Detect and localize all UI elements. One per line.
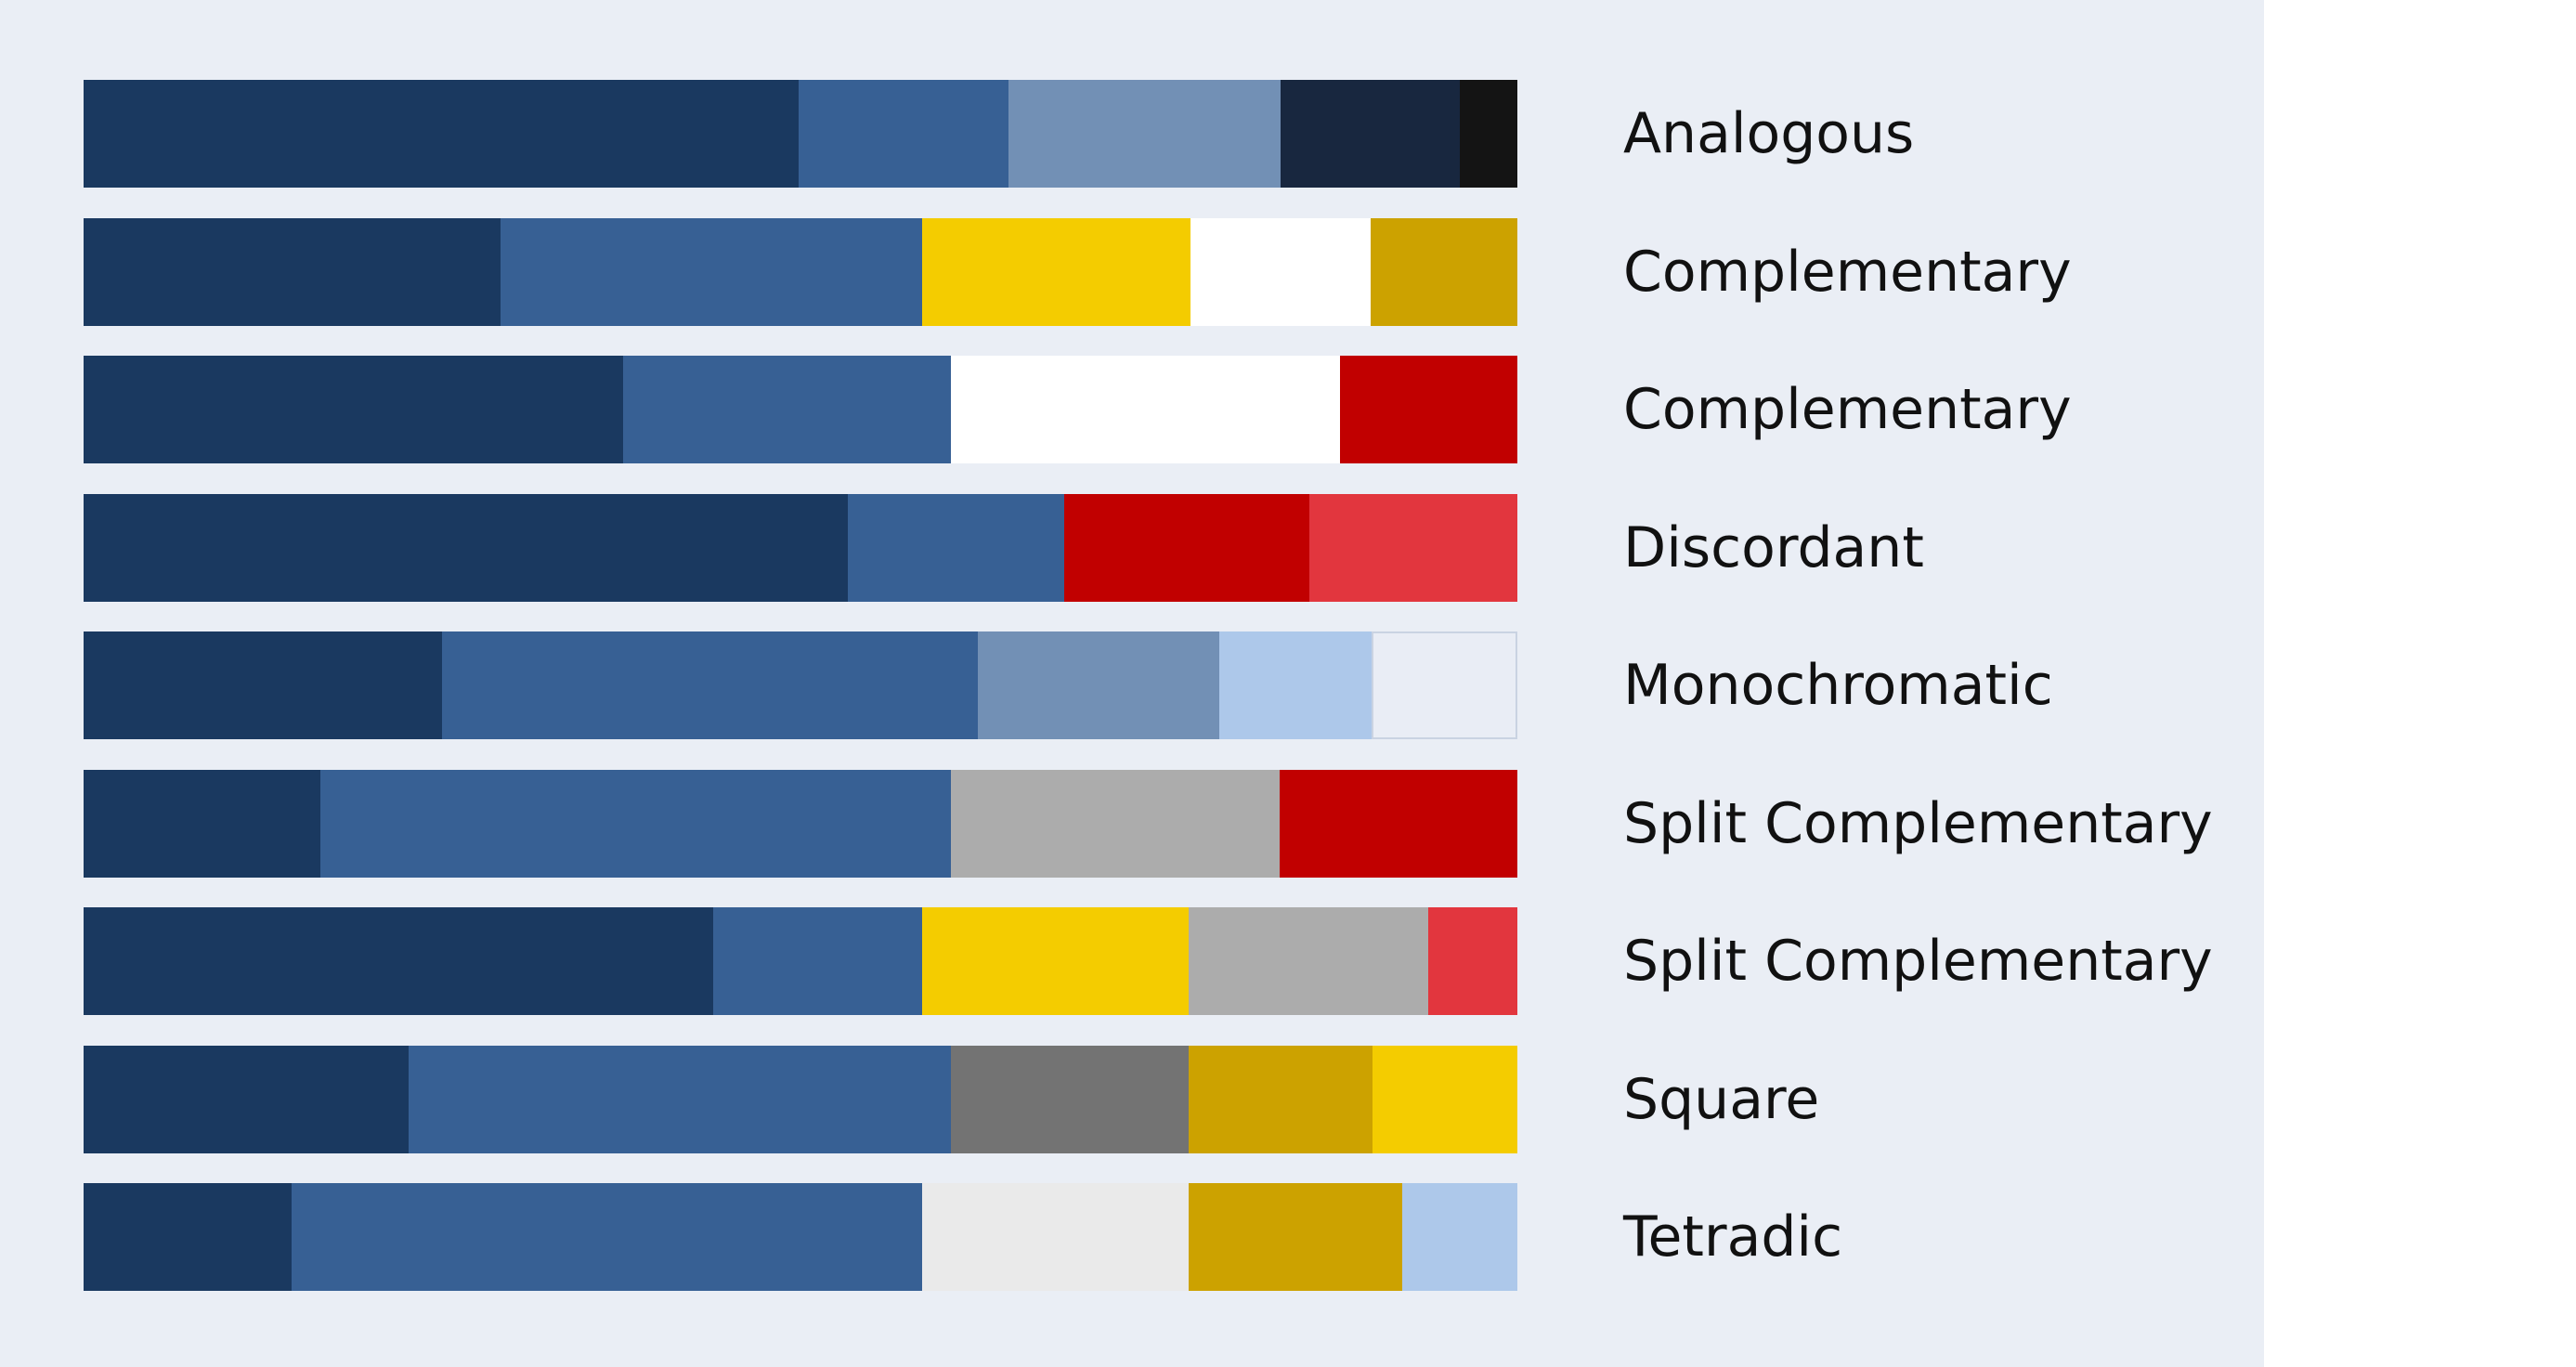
palette-label: Tetradic [1623, 1204, 1843, 1269]
color-swatch [922, 218, 1190, 326]
color-swatch [319, 770, 952, 878]
color-swatch [1279, 770, 1517, 878]
palette-label: Complementary [1623, 240, 2072, 305]
palette-label: Split Complementary [1623, 791, 2213, 856]
palette-label: Complementary [1623, 377, 2072, 442]
palette-bar [84, 218, 1517, 326]
color-swatch [1371, 218, 1517, 326]
color-swatch [799, 80, 1008, 188]
color-swatch [84, 907, 713, 1015]
color-swatch [84, 1046, 410, 1153]
color-swatch [1402, 1183, 1517, 1291]
palette-bar [84, 631, 1517, 739]
palette-label: Split Complementary [1623, 929, 2213, 994]
color-swatch [84, 80, 800, 188]
palette-label: Analogous [1623, 101, 1915, 166]
color-swatch [1218, 631, 1372, 739]
color-swatch [951, 770, 1280, 878]
palette-panel: Analogous Complementary Complementary Disco… [0, 0, 2264, 1367]
color-swatch [291, 1183, 923, 1291]
color-swatch [1339, 356, 1517, 463]
palette-label: Square [1623, 1067, 1820, 1132]
color-swatch [712, 907, 923, 1015]
color-swatch [1189, 907, 1429, 1015]
color-swatch [442, 631, 979, 739]
palette-bar [84, 770, 1517, 878]
color-swatch [501, 218, 923, 326]
palette-bar [84, 494, 1517, 602]
color-swatch [951, 1046, 1190, 1153]
color-swatch [922, 1183, 1190, 1291]
palette-bar [84, 80, 1517, 188]
color-swatch [1460, 80, 1517, 188]
color-swatch [84, 494, 848, 602]
color-swatch [1428, 907, 1517, 1015]
color-swatch [409, 1046, 952, 1153]
color-swatch [978, 631, 1219, 739]
color-swatch [951, 356, 1340, 463]
color-swatch [1309, 494, 1517, 602]
palette-bar [84, 356, 1517, 463]
color-swatch [1189, 1183, 1403, 1291]
palette-label: Monochromatic [1623, 653, 2053, 718]
palette-bar [84, 1046, 1517, 1153]
color-swatch [1008, 80, 1281, 188]
color-swatch [622, 356, 952, 463]
color-swatch [84, 356, 623, 463]
color-swatch [84, 770, 320, 878]
palette-label: Discordant [1623, 515, 1924, 580]
color-swatch [84, 1183, 292, 1291]
color-swatch [1281, 80, 1461, 188]
color-swatch [922, 907, 1190, 1015]
color-swatch [1064, 494, 1310, 602]
color-swatch [84, 631, 442, 739]
color-swatch [847, 494, 1065, 602]
color-swatch [1371, 631, 1517, 739]
color-swatch [1190, 218, 1372, 326]
color-swatch [1373, 1046, 1517, 1153]
palette-bar [84, 1183, 1517, 1291]
color-swatch [84, 218, 501, 326]
color-swatch [1189, 1046, 1373, 1153]
palette-bar [84, 907, 1517, 1015]
